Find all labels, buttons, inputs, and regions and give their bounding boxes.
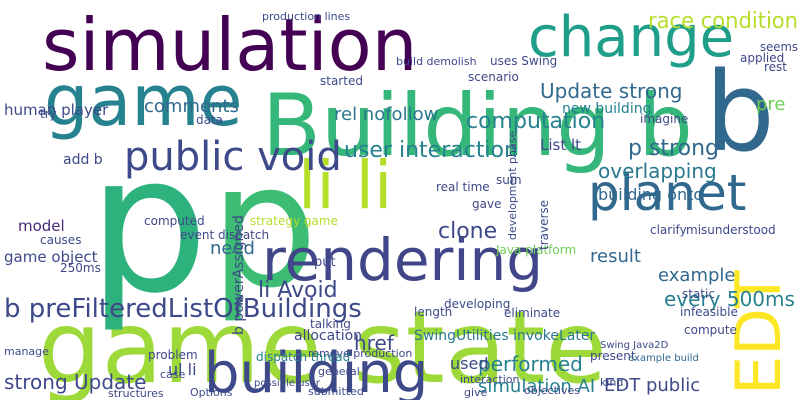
- word: event dispatch: [180, 228, 269, 242]
- word: b preFilteredListOfBuildings: [4, 294, 362, 324]
- word: uses Swing: [490, 54, 557, 68]
- word: case: [160, 368, 186, 381]
- word: try: [40, 107, 57, 121]
- word: put: [314, 255, 336, 270]
- word: building: [204, 341, 428, 400]
- word: traverse: [537, 200, 551, 250]
- word: scenario: [468, 70, 519, 84]
- word: Swing Java2D: [600, 340, 669, 351]
- word: build demolish: [396, 55, 477, 68]
- word: infeasible: [680, 305, 738, 319]
- word: performed: [478, 352, 583, 376]
- word: user interaction: [344, 138, 518, 163]
- word: started: [320, 74, 363, 88]
- word: simulation: [42, 3, 417, 87]
- word: game state: [38, 289, 607, 400]
- word: Building b: [262, 76, 693, 176]
- word: EDT: [722, 269, 795, 395]
- word: static: [682, 287, 715, 301]
- word: submitted: [308, 385, 364, 398]
- word: objectives: [524, 384, 580, 397]
- word: applied: [740, 51, 784, 65]
- word: race condition: [648, 9, 798, 34]
- word: b powerAssigned: [231, 215, 247, 335]
- word: change: [528, 5, 734, 70]
- word: rendering: [262, 226, 543, 294]
- word: structures: [108, 387, 164, 400]
- word: used: [450, 354, 488, 373]
- word: Java platform: [495, 243, 576, 257]
- word: rel nofollow: [334, 104, 438, 125]
- word: computed: [144, 214, 205, 228]
- word: example: [658, 265, 735, 286]
- word: p strong: [628, 136, 719, 161]
- word: general: [318, 365, 360, 378]
- word: development phase: [506, 131, 519, 240]
- word: li li: [298, 147, 392, 224]
- word: example build: [628, 353, 699, 364]
- word: causes: [40, 233, 81, 247]
- word: compute: [684, 323, 737, 337]
- word: rest: [764, 60, 787, 74]
- word: game object: [4, 248, 98, 266]
- word: dispatch thread: [256, 350, 350, 364]
- word: new building: [562, 101, 651, 117]
- word: href: [354, 331, 395, 355]
- word: public void: [124, 134, 342, 180]
- word: real time: [436, 180, 490, 194]
- word: seems: [760, 40, 798, 54]
- word: give: [464, 386, 488, 399]
- word: problem: [148, 348, 198, 362]
- word: strategy game: [250, 214, 338, 228]
- word: misunderstood: [686, 223, 776, 237]
- word: talking: [310, 317, 351, 331]
- word: p: [210, 128, 318, 326]
- word: Update strong: [540, 79, 682, 103]
- word: clone: [438, 219, 497, 244]
- word: interaction: [460, 373, 520, 386]
- word: possible user: [254, 378, 321, 389]
- word: sum: [496, 173, 522, 187]
- word: ul li: [168, 360, 197, 379]
- word: gave: [472, 197, 501, 211]
- word: production lines: [262, 10, 350, 23]
- word: clarify: [650, 223, 687, 237]
- word: planet: [588, 164, 746, 222]
- word: game: [44, 60, 243, 142]
- word: human player: [4, 101, 109, 119]
- word: b: [705, 48, 775, 176]
- word: EDT public: [604, 375, 700, 396]
- word: Options: [190, 386, 233, 399]
- word: kind: [600, 376, 623, 389]
- word: allocation: [294, 328, 362, 344]
- word: SwingUtilities invokeLater: [414, 328, 595, 344]
- word: need: [210, 238, 255, 259]
- word: length: [414, 305, 452, 319]
- word: result: [590, 246, 641, 267]
- word: simulation AI: [478, 376, 595, 397]
- word: data: [196, 113, 223, 127]
- word: model: [18, 217, 65, 235]
- word: comments: [144, 96, 239, 117]
- word: 250ms: [60, 261, 101, 275]
- word: remove production: [308, 347, 412, 360]
- word: developing: [444, 297, 510, 311]
- word: building onto: [598, 185, 703, 204]
- word: imagine: [640, 112, 688, 126]
- word: eliminate: [504, 306, 560, 320]
- word: List lt: [540, 136, 581, 154]
- word: manage: [4, 345, 49, 358]
- word: strong Update: [4, 370, 146, 394]
- word: present: [590, 349, 636, 363]
- word: overlapping: [598, 159, 717, 183]
- word: computation: [466, 109, 605, 134]
- word: p: [88, 114, 209, 335]
- word: pre: [756, 94, 786, 115]
- word: every 500ms: [664, 287, 795, 311]
- word: add b: [63, 152, 103, 168]
- word: li Avoid: [258, 278, 338, 303]
